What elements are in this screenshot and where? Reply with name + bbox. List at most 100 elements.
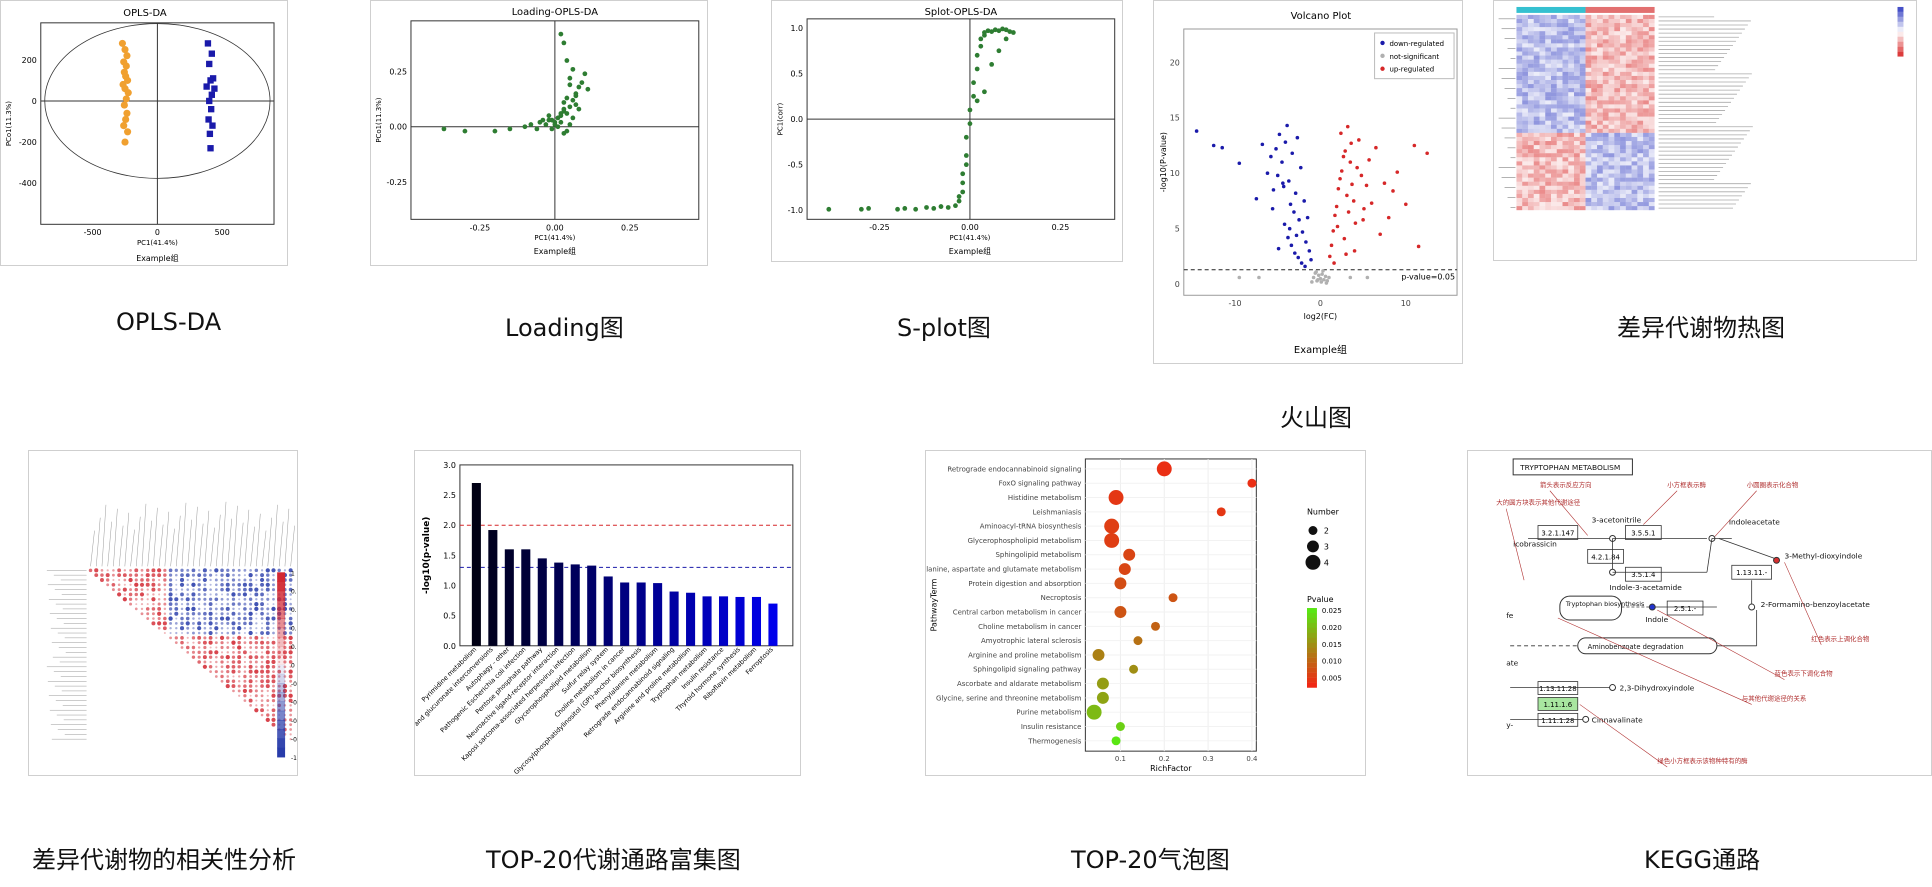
point <box>561 40 567 46</box>
heatmap-cell <box>1539 23 1546 28</box>
heatmap-cell <box>1522 59 1528 64</box>
correlation-dot <box>272 646 275 649</box>
heatmap-cell <box>1539 181 1546 186</box>
bar <box>554 562 564 646</box>
heatmap-cell <box>1516 51 1523 56</box>
correlation-dot <box>197 641 201 645</box>
correlation-dot <box>191 606 196 612</box>
heatmap-cell <box>1631 96 1638 101</box>
point <box>978 43 984 49</box>
correlation-dot <box>271 674 276 679</box>
heatmap-cell <box>1637 35 1644 40</box>
point <box>208 91 215 98</box>
heatmap-cell <box>1648 79 1655 85</box>
heatmap-cell <box>1556 193 1563 198</box>
heatmap-cell <box>1643 177 1649 182</box>
heatmap-cell <box>1533 141 1540 146</box>
heatmap-cell <box>1625 55 1632 60</box>
heatmap-cell <box>1545 108 1551 113</box>
heatmap-cell <box>1643 104 1649 109</box>
point <box>123 109 131 117</box>
correlation-dot <box>237 655 242 660</box>
point <box>938 204 944 209</box>
colorbar-segment <box>277 738 286 749</box>
heatmap-cell <box>1574 35 1580 40</box>
color-legend-segment <box>1307 677 1317 683</box>
point <box>204 40 212 47</box>
point <box>1296 255 1301 260</box>
heatmap-cell <box>1585 169 1592 174</box>
heatmap-cell <box>1585 104 1592 109</box>
heatmap-cell <box>1539 27 1546 32</box>
correlation-dot <box>139 582 145 587</box>
correlation-dot <box>231 621 236 626</box>
heatmap-cell <box>1579 27 1586 32</box>
correlation-dot <box>208 635 213 640</box>
point <box>1290 151 1295 156</box>
correlation-dot <box>231 669 236 674</box>
heatmap-cell <box>1533 202 1540 207</box>
correlation-dot <box>225 573 230 578</box>
correlation-dot <box>260 569 264 572</box>
heatmap-cell <box>1597 136 1603 142</box>
point <box>1003 36 1009 42</box>
heatmap-cell <box>1614 47 1621 52</box>
heatmap-cell <box>1631 169 1638 174</box>
heatmap-cell <box>1545 67 1551 72</box>
correlation-dot <box>140 578 144 582</box>
point <box>570 115 576 121</box>
heatmap-cell <box>1527 169 1534 174</box>
bar <box>718 596 729 646</box>
heatmap-cell <box>1637 92 1644 97</box>
correlation-dot <box>249 578 253 582</box>
heatmap-cell <box>1620 165 1626 170</box>
correlation-dot <box>266 699 270 703</box>
y-tick-label: 2.5 <box>443 491 456 500</box>
heatmap-cell <box>1585 165 1592 170</box>
correlation-dot <box>249 593 252 596</box>
heatmap-cell <box>1522 128 1528 133</box>
heatmap-cell <box>1591 116 1598 121</box>
correlation-dot <box>266 597 270 601</box>
point <box>120 101 128 109</box>
heatmap-cell <box>1579 189 1586 194</box>
heatmap-cell <box>1608 39 1615 44</box>
heatmap-cell <box>1545 39 1551 44</box>
heatmap-cell <box>1614 197 1621 203</box>
heatmap-cell <box>1597 185 1603 190</box>
heatmap-cell <box>1574 39 1580 44</box>
caption-bubble: TOP-20气泡图 <box>1071 846 1230 874</box>
annotation-leader <box>1714 490 1757 537</box>
point <box>992 27 998 33</box>
heatmap-cell <box>1637 75 1644 80</box>
correlation-dot <box>215 603 218 606</box>
correlation-dot <box>208 655 213 659</box>
heatmap-cell <box>1533 132 1540 137</box>
heatmap-cell <box>1539 96 1546 101</box>
heatmap-cell <box>1648 23 1655 28</box>
plot-frame <box>1084 458 1257 752</box>
heatmap-cell <box>1568 104 1575 109</box>
heatmap-cell <box>1614 128 1621 133</box>
colorbar-segment <box>277 692 286 703</box>
heatmap-cell <box>1556 128 1563 133</box>
heatmap-cell <box>1533 157 1540 162</box>
correlation-dot <box>266 713 270 717</box>
heatmap-cell <box>1579 181 1586 186</box>
heatmap-cell <box>1620 181 1626 186</box>
correlation-dot <box>243 699 247 702</box>
heatmap-cell <box>1562 67 1569 72</box>
correlation-dot <box>266 603 269 606</box>
heatmap-cell <box>1648 173 1655 178</box>
correlation-dot <box>197 650 201 654</box>
heatmap-cell <box>1608 116 1615 121</box>
point <box>985 28 991 34</box>
correlation-dot <box>277 675 281 678</box>
correlation-dot <box>151 568 156 573</box>
heatmap-cell <box>1568 96 1575 101</box>
heatmap-cell <box>1579 100 1586 105</box>
enzyme-box <box>1625 566 1662 582</box>
heatmap-cell <box>1602 181 1609 186</box>
point <box>576 84 582 90</box>
heatmap-cell <box>1585 88 1592 93</box>
